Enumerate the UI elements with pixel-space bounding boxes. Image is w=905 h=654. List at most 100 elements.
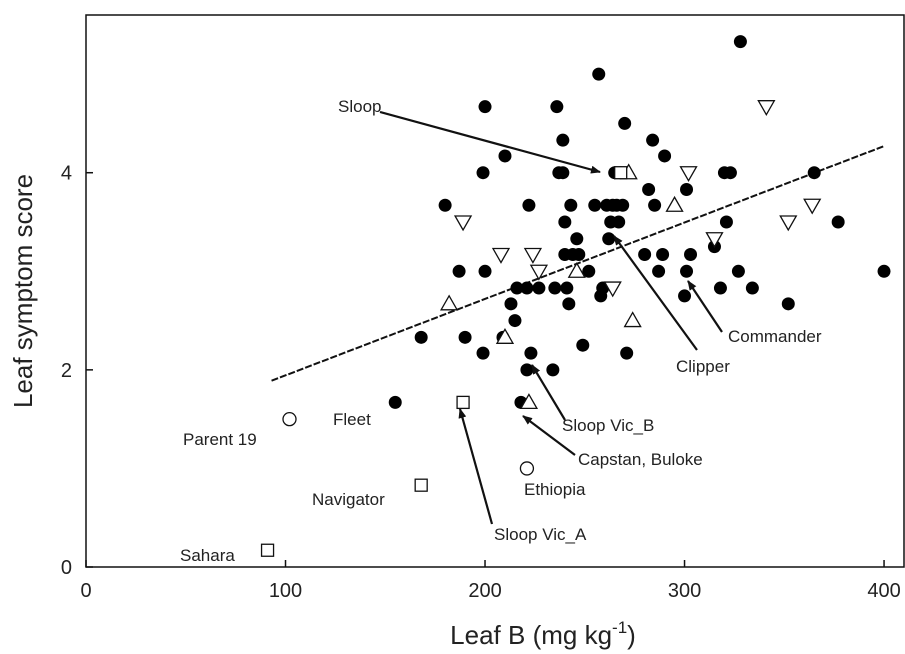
point-open-triangle-down-7	[757, 100, 776, 116]
trend-line	[271, 145, 885, 382]
point-filled-circle-58	[678, 289, 692, 303]
point-filled-circle-56	[656, 248, 670, 262]
point-filled-circle-30	[564, 198, 578, 212]
point-filled-circle-3	[452, 264, 466, 278]
x-tick-label-4: 400	[867, 580, 900, 602]
point-filled-circle-20	[546, 363, 560, 377]
annotation-ethiopia: Ethiopia	[524, 480, 586, 499]
point-filled-circle-35	[582, 264, 596, 278]
point-open-triangle-down-3	[529, 264, 549, 281]
arrow-commander	[687, 280, 723, 333]
point-annotations: Sloop Clipper Commander Fleet Parent 19 Navig…	[180, 97, 822, 565]
y-axis-ticks: 0 2 4	[61, 163, 93, 579]
annotation-clipper: Clipper	[676, 357, 730, 376]
annotation-capstan-buloke: Capstan, Buloke	[578, 450, 703, 469]
annotation-sahara: Sahara	[180, 546, 235, 565]
annotation-arrows	[379, 110, 723, 525]
annotation-sloop-vic-b: Sloop Vic_B	[562, 416, 654, 435]
arrow-capstan-buloke	[522, 415, 576, 456]
point-open-triangle-up-6	[665, 195, 684, 212]
point-filled-circle-16	[520, 281, 534, 295]
point-filled-circle-34	[576, 338, 590, 352]
point-filled-circle-53	[646, 133, 660, 147]
point-filled-circle-12	[508, 314, 522, 328]
point-open-square-1	[414, 478, 428, 492]
point-open-triangle-down-4	[603, 281, 622, 298]
y-axis-title: Leaf symptom score	[8, 174, 38, 408]
point-filled-circle-5	[476, 346, 490, 360]
point-filled-circle-1	[414, 330, 428, 344]
point-filled-circle-60	[680, 182, 694, 196]
point-open-square-2	[456, 395, 470, 410]
x-axis-title: Leaf B (mg kg-1)	[450, 618, 636, 650]
point-filled-circle-52	[642, 182, 656, 196]
point-open-triangle-down-9	[803, 198, 822, 215]
point-filled-circle-36	[588, 198, 602, 212]
point-filled-circle-2	[438, 198, 452, 212]
point-open-triangle-down-1	[491, 247, 511, 264]
point-open-triangle-down-5	[679, 166, 698, 183]
point-filled-circle-67	[731, 264, 745, 278]
annotation-fleet: Fleet	[333, 410, 371, 429]
point-filled-circle-69	[745, 281, 759, 295]
point-filled-circle-29	[562, 297, 576, 311]
point-open-triangle-down-2	[523, 247, 543, 264]
point-open-square-3	[614, 166, 628, 180]
point-open-square-0	[260, 543, 275, 557]
point-filled-circle-51	[638, 248, 652, 262]
point-filled-circle-46	[612, 215, 626, 229]
data-points	[260, 35, 891, 557]
point-filled-circle-32	[570, 232, 584, 246]
point-open-triangle-down-6	[705, 232, 724, 249]
point-filled-circle-11	[504, 297, 518, 311]
x-tick-label-0: 0	[80, 580, 91, 602]
point-filled-circle-50	[620, 346, 634, 360]
annotation-sloop-vic-a: Sloop Vic_A	[494, 525, 587, 544]
point-open-triangle-up-5	[623, 311, 642, 328]
point-filled-circle-59	[680, 264, 694, 278]
point-open-circle-1	[519, 461, 535, 476]
point-filled-circle-54	[648, 198, 662, 212]
point-filled-circle-70	[781, 297, 795, 311]
annotation-parent-19: Parent 19	[183, 430, 257, 449]
point-filled-circle-18	[524, 346, 538, 360]
point-filled-circle-41	[602, 232, 616, 246]
annotation-commander: Commander	[728, 327, 822, 346]
point-filled-circle-28	[560, 281, 574, 295]
point-filled-circle-48	[616, 198, 630, 212]
arrow-sloop	[379, 110, 601, 174]
point-open-triangle-up-0	[439, 294, 459, 311]
point-filled-circle-24	[556, 166, 570, 180]
point-open-triangle-down-0	[453, 215, 473, 232]
arrow-clipper	[613, 235, 698, 351]
arrow-sloop-vic-a	[458, 408, 494, 525]
point-filled-circle-17	[522, 198, 536, 212]
x-axis-title-sup: -1	[612, 618, 627, 637]
x-tick-label-3: 300	[668, 580, 701, 602]
point-filled-circle-4	[458, 330, 472, 344]
annotation-navigator: Navigator	[312, 490, 385, 509]
point-filled-circle-21	[548, 281, 562, 295]
point-filled-circle-68	[733, 35, 747, 49]
x-axis-ticks: 0 100 200 300 400	[80, 560, 901, 602]
point-open-circle-0	[282, 411, 297, 427]
point-filled-circle-22	[550, 100, 564, 114]
point-filled-circle-72	[831, 215, 845, 229]
y-tick-label-0: 0	[61, 557, 72, 579]
point-open-triangle-up-3	[567, 261, 586, 278]
point-open-triangle-up-2	[519, 393, 539, 410]
x-axis-title-main: Leaf B (mg kg	[450, 620, 612, 650]
point-filled-circle-7	[478, 100, 492, 114]
x-axis-title-end: )	[627, 620, 636, 650]
point-filled-circle-65	[719, 215, 733, 229]
point-filled-circle-13	[510, 281, 524, 295]
point-filled-circle-8	[478, 264, 492, 278]
y-tick-label-1: 2	[61, 360, 72, 382]
annotation-sloop: Sloop	[338, 97, 381, 116]
point-filled-circle-55	[652, 264, 666, 278]
point-filled-circle-66	[723, 166, 737, 180]
point-filled-circle-26	[558, 215, 572, 229]
point-filled-circle-61	[684, 248, 698, 262]
point-filled-circle-6	[476, 166, 490, 180]
